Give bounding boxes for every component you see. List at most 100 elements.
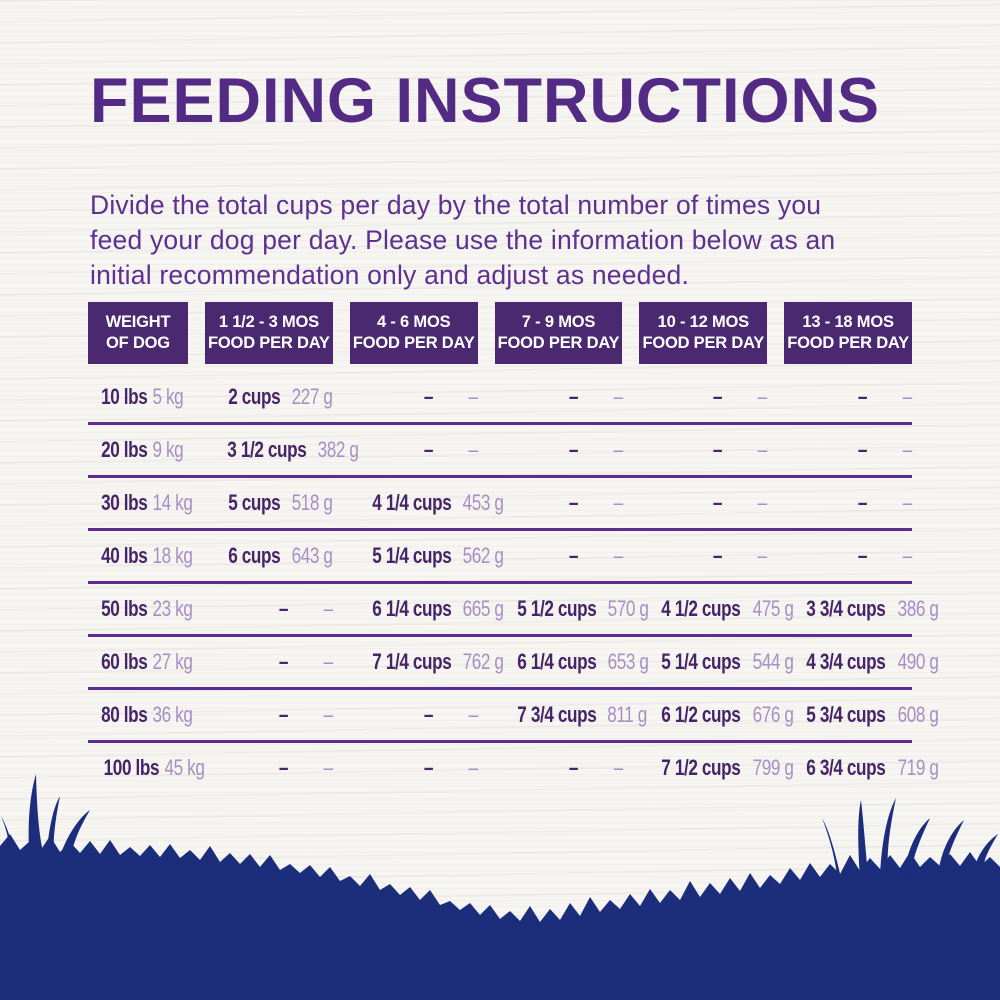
grams-value: – (613, 384, 623, 409)
cups-value: 7 1/4 cups (372, 649, 452, 674)
grams-value: 676 g (752, 702, 794, 727)
cups-value: 4 1/2 cups (661, 596, 741, 621)
grams-value: 518 g (291, 490, 333, 515)
grams-value: – (758, 490, 768, 515)
cups-value: 2 cups (228, 384, 281, 409)
grams-value: 386 g (897, 596, 939, 621)
weight-cell: 100 lbs 45 kg (88, 755, 205, 781)
weight-lbs: 30 lbs (101, 490, 148, 515)
weight-kg: 5 kg (152, 384, 184, 409)
grams-value: 643 g (291, 543, 333, 568)
serving-cell: 7 1/2 cups 799 g (639, 755, 794, 781)
serving-cell: 6 1/2 cups 676 g (639, 702, 794, 728)
grass-blades-right (822, 798, 998, 883)
serving-cell: – – (784, 437, 912, 463)
serving-cell: 7 1/4 cups 762 g (350, 649, 504, 675)
header-line: OF DOG (106, 334, 170, 352)
weight-kg: 45 kg (164, 755, 205, 780)
grams-value: 811 g (607, 702, 647, 727)
serving-cell: 7 3/4 cups 811 g (495, 702, 647, 728)
weight-cell: 50 lbs 23 kg (88, 596, 193, 622)
header-line: 7 - 9 MOS (521, 312, 596, 331)
grams-value: – (902, 384, 913, 409)
cups-value: – (278, 755, 289, 780)
serving-cell: 4 1/2 cups 475 g (639, 596, 794, 622)
cups-value: 5 3/4 cups (806, 702, 886, 727)
cups-value: – (713, 437, 723, 462)
cups-value: 3 1/2 cups (227, 437, 307, 462)
header-line: FOOD PER DAY (208, 334, 330, 352)
header-line: 10 - 12 MOS (657, 312, 750, 331)
grams-value: 490 g (897, 649, 939, 674)
serving-cell: – – (205, 596, 333, 622)
grams-value: – (468, 384, 478, 409)
serving-cell: – – (639, 543, 767, 569)
serving-cell: 3 1/2 cups 382 g (205, 437, 359, 463)
grams-value: 799 g (752, 755, 794, 780)
weight-cell: 20 lbs 9 kg (88, 437, 188, 463)
cups-value: 6 1/2 cups (661, 702, 741, 727)
serving-cell: – – (784, 384, 912, 410)
cups-value: – (423, 437, 434, 462)
intro-line: Divide the total cups per day by the tot… (90, 190, 822, 220)
cups-value: – (423, 384, 434, 409)
grass-blades-left (1, 774, 90, 863)
weight-kg: 27 kg (152, 649, 193, 674)
cups-value: – (858, 384, 868, 409)
page-title: FEEDING INSTRUCTIONS (90, 66, 881, 136)
grams-value: 475 g (752, 596, 794, 621)
serving-cell: – – (205, 649, 333, 675)
header-line: 1 1/2 - 3 MOS (218, 312, 319, 331)
cups-value: 6 cups (228, 543, 281, 568)
serving-cell: – – (205, 702, 333, 728)
cups-value: – (568, 490, 578, 515)
intro-line: feed your dog per day. Please use the in… (90, 225, 836, 255)
grams-value: 653 g (607, 649, 649, 674)
grams-value: 544 g (752, 649, 794, 674)
cups-value: – (423, 755, 434, 780)
intro-line: initial recommendation only and adjust a… (90, 260, 690, 290)
cups-value: – (423, 702, 434, 727)
serving-cell: 5 cups 518 g (205, 490, 333, 516)
grams-value: – (468, 437, 478, 462)
grams-value: – (613, 437, 623, 462)
grams-value: 562 g (462, 543, 504, 568)
cups-value: 7 1/2 cups (661, 755, 741, 780)
grams-value: – (323, 702, 334, 727)
table-body: 10 lbs 5 kg 2 cups 227 g – – – – – – – –20 lbs 9 kg 3… (88, 372, 939, 793)
grass-silhouette (0, 774, 1000, 1000)
serving-cell: – – (639, 437, 767, 463)
weight-lbs: 100 lbs (103, 755, 160, 780)
feeding-table: WEIGHT OF DOG 1 1/2 - 3 MOS FOOD PER DAY… (88, 302, 939, 793)
serving-cell: 6 1/4 cups 653 g (495, 649, 649, 675)
serving-cell: – – (495, 755, 622, 781)
weight-lbs: 60 lbs (101, 649, 148, 674)
weight-cell: 60 lbs 27 kg (88, 649, 193, 675)
cups-value: 5 1/4 cups (372, 543, 452, 568)
weight-cell: 30 lbs 14 kg (88, 490, 193, 516)
table-header-row: WEIGHT OF DOG 1 1/2 - 3 MOS FOOD PER DAY… (88, 302, 912, 364)
weight-cell: 40 lbs 18 kg (88, 543, 193, 569)
header-line: FOOD PER DAY (642, 334, 765, 352)
weight-kg: 18 kg (152, 543, 193, 568)
grass-edge (0, 834, 1000, 1000)
weight-lbs: 10 lbs (101, 384, 148, 409)
cups-value: – (278, 596, 289, 621)
cups-value: – (858, 543, 868, 568)
grams-value: 570 g (607, 596, 649, 621)
grams-value: 227 g (291, 384, 333, 409)
grams-value: – (902, 437, 913, 462)
grams-value: – (758, 437, 768, 462)
header-line: 4 - 6 MOS (377, 312, 451, 331)
serving-cell: 4 3/4 cups 490 g (784, 649, 938, 675)
cups-value: – (568, 755, 578, 780)
column-header-weight: WEIGHT OF DOG (88, 302, 188, 364)
weight-kg: 36 kg (152, 702, 193, 727)
serving-cell: – – (350, 702, 478, 728)
intro-text: Divide the total cups per day by the tot… (90, 188, 930, 293)
cups-value: – (713, 384, 723, 409)
weight-cell: 10 lbs 5 kg (88, 384, 188, 410)
